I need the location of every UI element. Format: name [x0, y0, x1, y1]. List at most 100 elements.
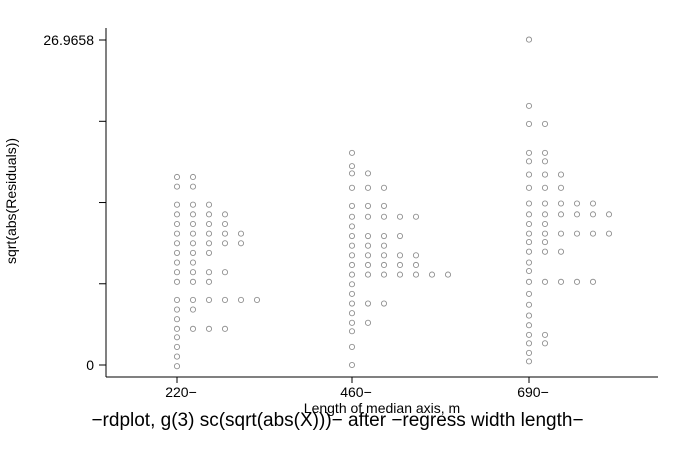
data-point [189, 296, 197, 303]
data-point [541, 230, 549, 237]
data-point [525, 278, 533, 285]
data-point [525, 312, 533, 319]
data-point [348, 242, 356, 249]
data-point [205, 325, 213, 332]
data-point [525, 102, 533, 109]
data-point [173, 343, 181, 350]
data-point [173, 211, 181, 218]
data-point [557, 184, 565, 191]
data-point [525, 322, 533, 329]
data-point [364, 213, 372, 220]
data-point [380, 252, 388, 259]
data-point [205, 211, 213, 218]
data-point [428, 271, 436, 278]
data-point [364, 202, 372, 209]
data-point [444, 271, 452, 278]
data-point [348, 149, 356, 156]
data-point [412, 213, 420, 220]
data-point [605, 211, 613, 218]
data-point [189, 230, 197, 237]
data-point [525, 301, 533, 308]
data-point [412, 271, 420, 278]
data-point [525, 358, 533, 365]
data-point [205, 278, 213, 285]
data-point [205, 296, 213, 303]
data-point [348, 281, 356, 288]
data-point [348, 261, 356, 269]
x-tick-label: 690− [517, 384, 549, 400]
data-point [525, 200, 533, 207]
data-point [189, 201, 197, 208]
data-point [525, 220, 533, 228]
data-point [348, 163, 356, 170]
data-point [541, 149, 549, 156]
data-point [189, 278, 197, 285]
data-point [348, 202, 356, 209]
data-point [396, 252, 404, 259]
data-point [525, 149, 533, 156]
data-point [380, 184, 388, 191]
data-point [541, 184, 549, 191]
data-point [221, 269, 229, 276]
data-point [189, 306, 197, 313]
data-point [525, 267, 533, 275]
data-point [541, 220, 549, 228]
data-point [380, 202, 388, 209]
data-point [173, 183, 181, 190]
data-point [396, 232, 404, 240]
data-point [221, 220, 229, 228]
data-point [573, 211, 581, 218]
data-point [364, 271, 372, 278]
data-point [173, 173, 181, 181]
data-point [589, 200, 597, 207]
data-point [173, 201, 181, 208]
data-point [557, 171, 565, 178]
data-point [221, 325, 229, 332]
data-point [541, 200, 549, 207]
data-point [364, 319, 372, 326]
data-point [525, 158, 533, 165]
data-point [173, 240, 181, 247]
data-point [221, 240, 229, 247]
data-point [541, 331, 549, 338]
data-point [205, 220, 213, 228]
data-point [525, 230, 533, 237]
data-point [412, 261, 420, 269]
data-point [380, 261, 388, 269]
data-point [589, 278, 597, 285]
y-tick-label: 0 [86, 357, 94, 373]
axes: 0 26.9658 220− 460− 690− [43, 28, 658, 400]
data-point [364, 242, 372, 249]
data-point [541, 171, 549, 178]
data-point [189, 173, 197, 181]
data-point [205, 201, 213, 208]
data-point [541, 158, 549, 165]
data-point [525, 239, 533, 246]
data-point [541, 211, 549, 218]
data-point [348, 290, 356, 297]
data-point [589, 230, 597, 237]
data-point [605, 230, 613, 237]
data-point [412, 252, 420, 259]
data-point [541, 239, 549, 246]
data-point [189, 325, 197, 332]
data-point [189, 183, 197, 190]
data-point [396, 271, 404, 278]
data-point [173, 259, 181, 266]
y-tick-label: 26.9658 [43, 32, 94, 48]
data-point [173, 334, 181, 341]
data-point [348, 300, 356, 307]
data-point [173, 230, 181, 237]
data-point [364, 184, 372, 191]
data-point [189, 249, 197, 256]
data-point [173, 296, 181, 303]
data-point [348, 213, 356, 220]
data-point [237, 296, 245, 303]
data-point [589, 211, 597, 218]
data-point [541, 340, 549, 347]
data-point [396, 213, 404, 220]
y-axis-label: sqrt(abs(Residuals)) [3, 138, 19, 264]
data-point [525, 340, 533, 347]
data-point [237, 240, 245, 247]
data-point [173, 306, 181, 313]
